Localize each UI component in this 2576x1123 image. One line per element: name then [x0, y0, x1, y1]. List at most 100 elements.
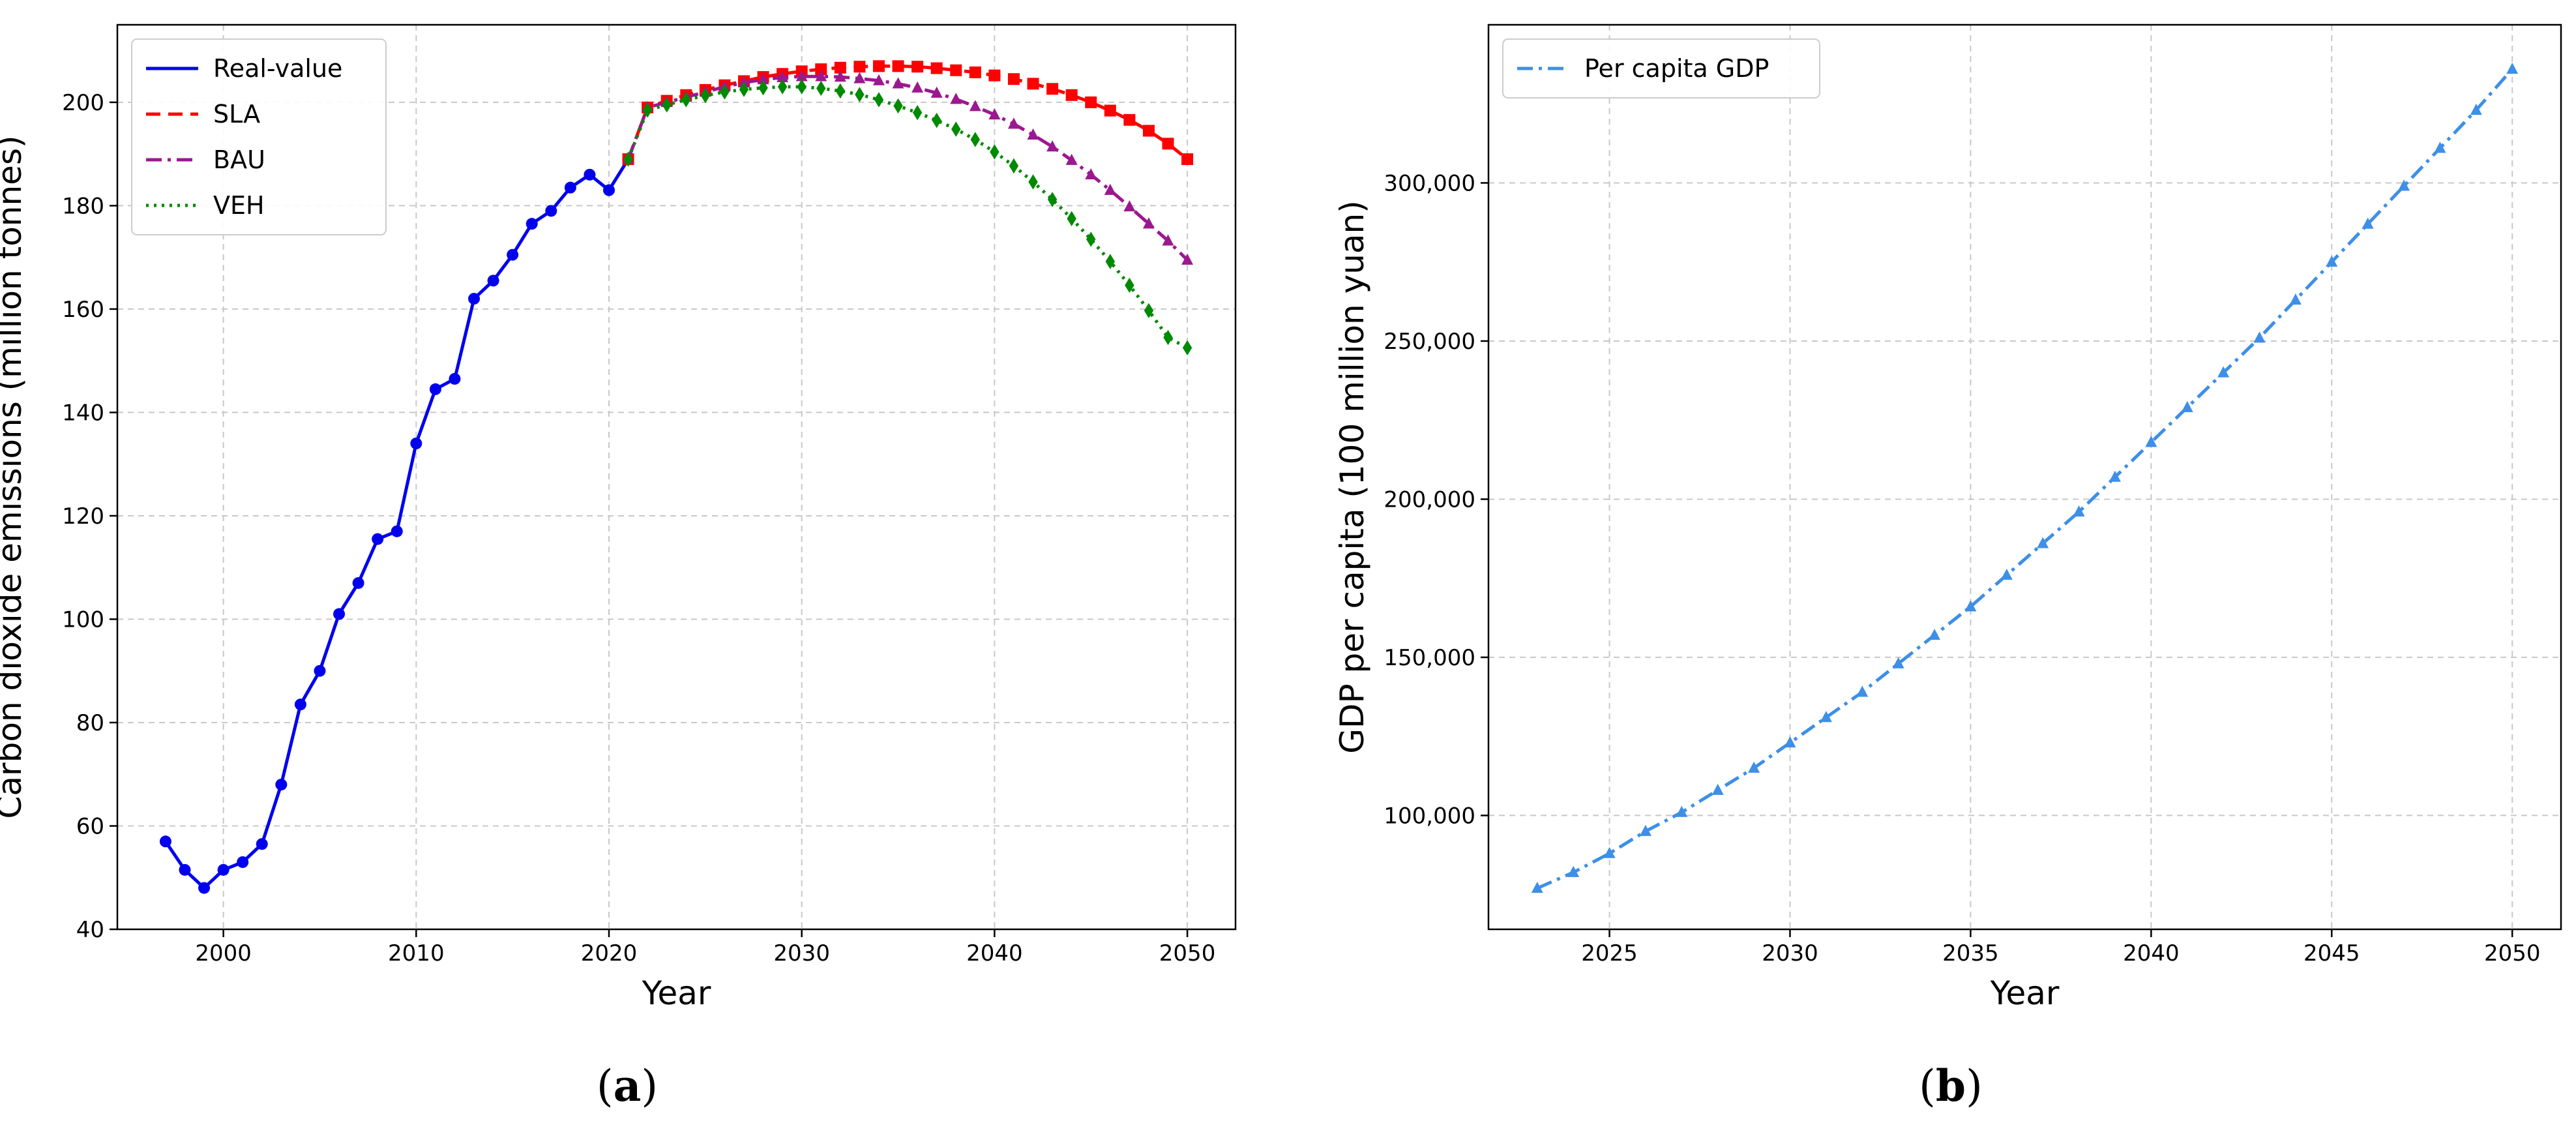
data-point — [623, 151, 633, 167]
data-point — [159, 835, 171, 848]
data-point — [988, 69, 1001, 82]
data-point — [1047, 192, 1058, 207]
x-tick-label: 2040 — [2123, 940, 2180, 966]
data-point — [1181, 153, 1194, 166]
chart-a-x-axis-label: Year — [642, 974, 711, 1012]
data-point — [990, 144, 999, 160]
data-point — [874, 92, 884, 108]
series-line — [1536, 68, 2514, 890]
data-point — [2037, 537, 2049, 548]
legend-entry: BAU — [213, 145, 265, 174]
data-point — [777, 70, 789, 83]
data-point — [603, 184, 615, 196]
data-point — [739, 82, 749, 97]
chart-b-x-axis-label: Year — [1990, 974, 2060, 1012]
data-point — [662, 97, 672, 113]
panel-label-a: (a) — [597, 1060, 658, 1111]
y-tick-label: 60 — [76, 813, 104, 839]
data-point — [1027, 78, 1039, 90]
series-bau — [622, 70, 1194, 265]
series-real-value — [159, 153, 634, 894]
chart-a-series-layer — [159, 60, 1194, 894]
panel-label-a-letter: a — [614, 1060, 642, 1111]
data-point — [1639, 824, 1651, 836]
data-point — [795, 70, 808, 82]
data-point — [256, 838, 268, 850]
legend-entry: Per capita GDP — [1584, 54, 1769, 83]
chart-b-ticks: 2025 2030 2035 2040 2045 2050 100,000 150,000 20… — [1384, 170, 2540, 966]
panel-label-b-letter: b — [1936, 1060, 1966, 1111]
data-point — [911, 61, 924, 73]
data-point — [217, 863, 229, 876]
data-point — [720, 84, 730, 100]
data-point — [391, 525, 403, 537]
y-tick-label: 200 — [62, 90, 104, 116]
data-point — [179, 863, 191, 876]
data-point — [757, 73, 769, 85]
data-point — [410, 437, 422, 449]
legend-entry: VEH — [213, 191, 265, 220]
data-point — [872, 74, 885, 85]
data-point — [314, 665, 326, 677]
data-point — [198, 882, 211, 894]
data-point — [487, 275, 499, 287]
data-point — [2109, 470, 2121, 482]
series-sla — [622, 60, 1194, 166]
data-point — [950, 93, 962, 104]
data-point — [1065, 89, 1078, 101]
panel-label-b: (b) — [1919, 1060, 1983, 1111]
data-point — [564, 181, 576, 194]
data-point — [1163, 329, 1173, 346]
data-point — [1711, 783, 1724, 795]
x-tick-label: 2030 — [773, 940, 830, 966]
data-point — [526, 218, 538, 230]
series-veh — [623, 79, 1192, 356]
data-point — [1142, 125, 1155, 137]
data-point — [2398, 179, 2410, 191]
series-line — [627, 74, 1189, 262]
data-point — [1086, 232, 1096, 247]
chart-b-gdp: 2025 2030 2035 2040 2045 2050 100,000 150,000 20… — [1333, 23, 2562, 1012]
data-point — [2506, 62, 2519, 74]
data-point — [1104, 183, 1116, 195]
data-point — [2145, 436, 2157, 447]
data-point — [777, 79, 788, 95]
data-point — [1676, 805, 1688, 817]
panel-label-b-close: ) — [1966, 1061, 1983, 1111]
data-point — [1162, 234, 1174, 246]
data-point — [853, 72, 866, 83]
series-line — [627, 64, 1189, 161]
chart-b-legend: Per capita GDP — [1502, 38, 1820, 98]
panel-label-b-open: ( — [1919, 1061, 1936, 1111]
data-point — [2181, 400, 2193, 413]
y-tick-label: 120 — [62, 503, 104, 530]
y-tick-label: 100 — [62, 606, 104, 633]
data-point — [815, 70, 827, 82]
data-point — [2470, 104, 2482, 115]
data-point — [988, 108, 1001, 120]
data-point — [930, 62, 943, 74]
data-point — [950, 64, 962, 76]
data-point — [1964, 600, 1977, 612]
legend-entry: Real-value — [213, 54, 342, 83]
data-point — [237, 856, 249, 868]
data-point — [892, 60, 904, 72]
x-tick-label: 2050 — [2484, 940, 2541, 966]
data-point — [932, 112, 941, 128]
data-point — [1856, 685, 1869, 697]
data-point — [1104, 104, 1116, 117]
panel-label-a-open: ( — [597, 1061, 614, 1111]
data-point — [681, 92, 691, 108]
data-point — [1567, 865, 1580, 877]
x-tick-label: 2020 — [581, 940, 638, 966]
data-point — [333, 608, 346, 620]
y-tick-label: 200,000 — [1384, 487, 1475, 513]
data-point — [507, 248, 519, 261]
data-point — [893, 98, 903, 114]
data-point — [815, 63, 827, 76]
data-point — [853, 61, 866, 73]
y-tick-label: 150,000 — [1384, 645, 1475, 671]
data-point — [429, 383, 441, 395]
data-point — [2217, 366, 2230, 378]
